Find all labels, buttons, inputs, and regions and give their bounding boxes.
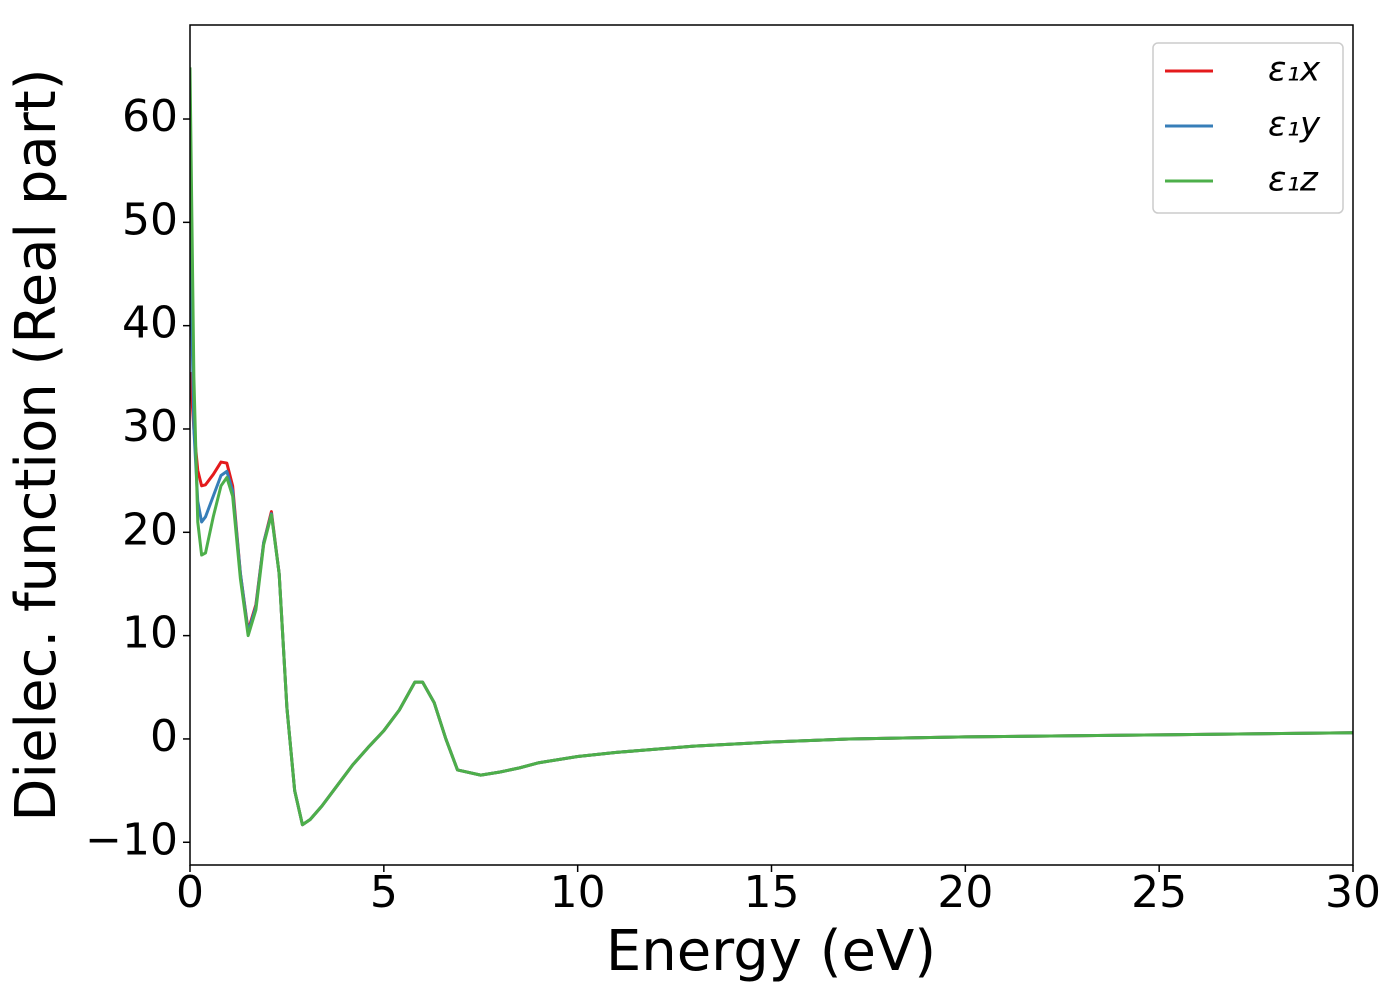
x-tick-label: 30 (1325, 867, 1381, 918)
y-axis-label: Dielec. function (Real part) (4, 68, 69, 821)
y-tick-label: 60 (122, 91, 178, 142)
x-tick-label: 25 (1131, 867, 1187, 918)
data-line (190, 372, 1353, 827)
y-tick-label: 40 (122, 298, 178, 349)
data-line (190, 67, 1353, 827)
x-tick-label: 15 (744, 867, 800, 918)
legend-label: ε₁y (1268, 105, 1321, 145)
x-tick-label: 0 (176, 867, 204, 918)
y-tick-label: 30 (122, 401, 178, 452)
y-tick-label: −10 (85, 814, 178, 865)
x-axis-label: Energy (eV) (606, 919, 936, 984)
legend-label: ε₁x (1268, 50, 1321, 90)
x-tick-label: 5 (370, 867, 398, 918)
plot-frame (189, 24, 1354, 866)
x-tick-label: 20 (937, 867, 993, 918)
y-tick-label: 50 (122, 194, 178, 245)
legend-box (1152, 42, 1344, 214)
y-tick-label: 20 (122, 504, 178, 555)
y-tick-label: 0 (150, 711, 178, 762)
y-tick-label: 10 (122, 608, 178, 659)
x-tick-label: 10 (550, 867, 606, 918)
legend-label: ε₁z (1268, 160, 1319, 200)
